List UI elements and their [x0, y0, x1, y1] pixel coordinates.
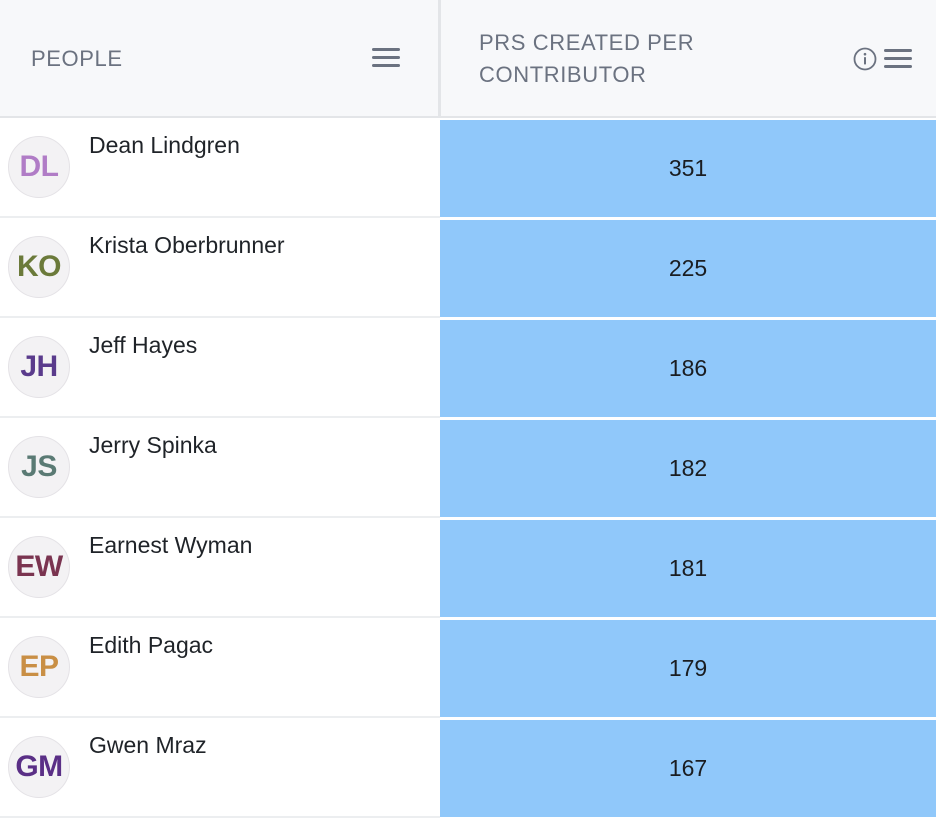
person-name: Jerry Spinka — [89, 432, 217, 458]
column-resize-handle[interactable] — [438, 0, 441, 118]
person-name: Jeff Hayes — [89, 332, 198, 358]
column-header-people[interactable]: PEOPLE — [0, 0, 440, 116]
person-name: Krista Oberbrunner — [89, 232, 285, 258]
table-row[interactable]: EP Edith Pagac 179 — [0, 618, 936, 718]
avatar: EP — [8, 636, 70, 698]
person-cell: JH Jeff Hayes — [0, 318, 440, 418]
info-icon[interactable] — [853, 47, 877, 71]
column-header-label: PEOPLE — [31, 46, 123, 71]
person-cell: KO Krista Oberbrunner — [0, 218, 440, 318]
table-row[interactable]: GM Gwen Mraz 167 — [0, 718, 936, 818]
prs-created-value: 351 — [440, 120, 936, 217]
person-name: Earnest Wyman — [89, 532, 253, 558]
avatar: KO — [8, 236, 70, 298]
avatar: EW — [8, 536, 70, 598]
prs-created-value: 167 — [440, 720, 936, 817]
prs-created-value: 179 — [440, 620, 936, 717]
table-row[interactable]: DL Dean Lindgren 351 — [0, 118, 936, 218]
person-name: Gwen Mraz — [89, 732, 207, 758]
table-row[interactable]: JH Jeff Hayes 186 — [0, 318, 936, 418]
person-cell: EW Earnest Wyman — [0, 518, 440, 618]
avatar: GM — [8, 736, 70, 798]
table-body: DL Dean Lindgren 351 KO Krista Oberbrunn… — [0, 118, 936, 818]
person-cell: GM Gwen Mraz — [0, 718, 440, 818]
column-header-label: PRS CREATED PER CONTRIBUTOR — [479, 30, 695, 87]
column-menu-icon[interactable] — [884, 49, 912, 71]
person-name: Dean Lindgren — [89, 132, 240, 158]
column-header-prs-created[interactable]: PRS CREATED PER CONTRIBUTOR — [442, 0, 936, 116]
avatar: JS — [8, 436, 70, 498]
prs-created-value: 225 — [440, 220, 936, 317]
person-name: Edith Pagac — [89, 632, 214, 658]
person-cell: DL Dean Lindgren — [0, 118, 440, 218]
prs-created-value: 186 — [440, 320, 936, 417]
person-cell: EP Edith Pagac — [0, 618, 440, 718]
table-row[interactable]: JS Jerry Spinka 182 — [0, 418, 936, 518]
avatar: JH — [8, 336, 70, 398]
person-cell: JS Jerry Spinka — [0, 418, 440, 518]
table-row[interactable]: EW Earnest Wyman 181 — [0, 518, 936, 618]
column-menu-icon[interactable] — [372, 48, 400, 70]
prs-created-value: 181 — [440, 520, 936, 617]
prs-created-value: 182 — [440, 420, 936, 517]
table-row[interactable]: KO Krista Oberbrunner 225 — [0, 218, 936, 318]
table-header: PEOPLE PRS CREATED PER CONTRIBUTOR — [0, 0, 936, 118]
avatar: DL — [8, 136, 70, 198]
